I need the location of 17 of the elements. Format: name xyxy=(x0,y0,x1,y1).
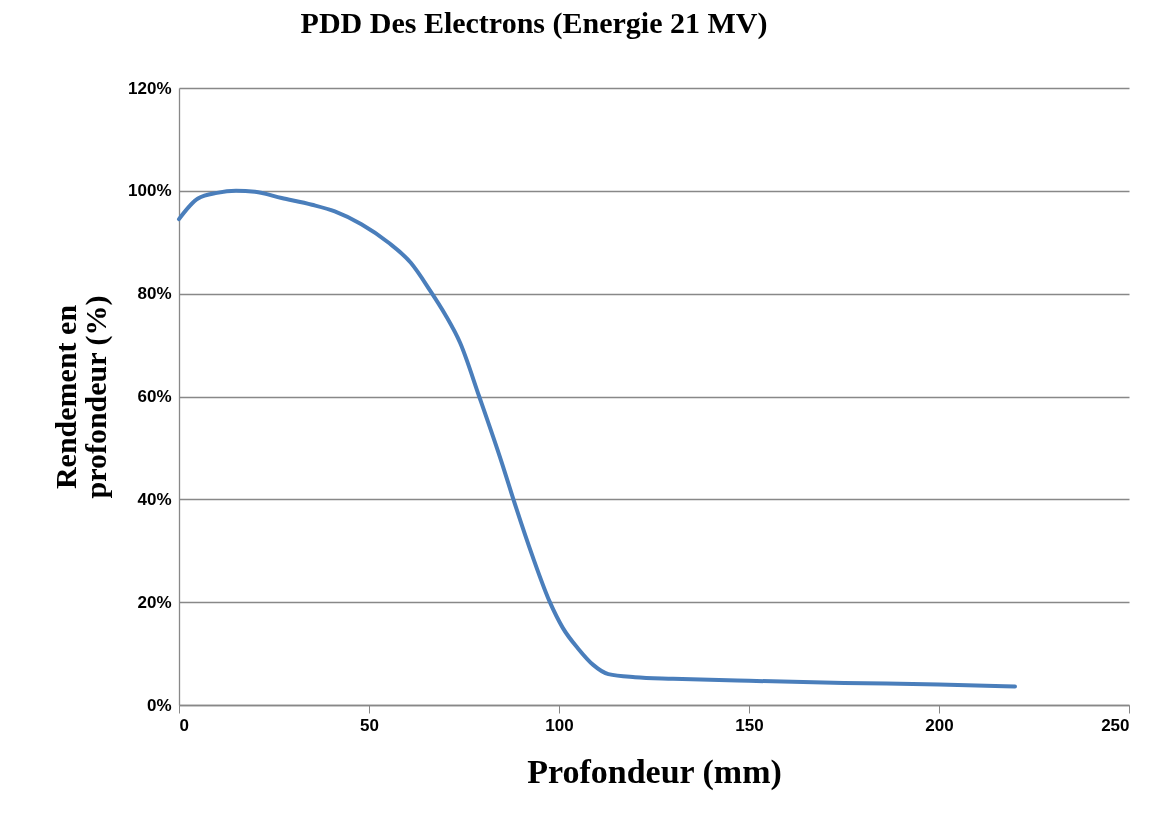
y-tick-label: 80% xyxy=(137,284,172,304)
y-tick-label: 100% xyxy=(128,181,172,201)
chart-title: PDD Des Electrons (Energie 21 MV) xyxy=(300,6,768,40)
x-tick-label: 50 xyxy=(360,715,379,735)
y-tick-label: 40% xyxy=(137,489,172,509)
line-series xyxy=(177,188,1017,689)
y-tick-label: 120% xyxy=(128,78,172,98)
y-tick-label: 20% xyxy=(137,592,172,612)
y-axis-title: Rendement en profondeur (%) xyxy=(49,295,114,499)
y-tick-label: 60% xyxy=(137,387,172,406)
x-tick-label: 0 xyxy=(179,715,189,735)
x-tick-label: 100 xyxy=(545,715,574,735)
x-axis-title: Profondeur (mm) xyxy=(527,752,782,791)
y-tick-label: 0% xyxy=(146,695,172,715)
x-tick-label: 200 xyxy=(925,715,954,735)
x-tick-label: 150 xyxy=(735,715,764,735)
x-tick-label: 250 xyxy=(1101,715,1130,735)
